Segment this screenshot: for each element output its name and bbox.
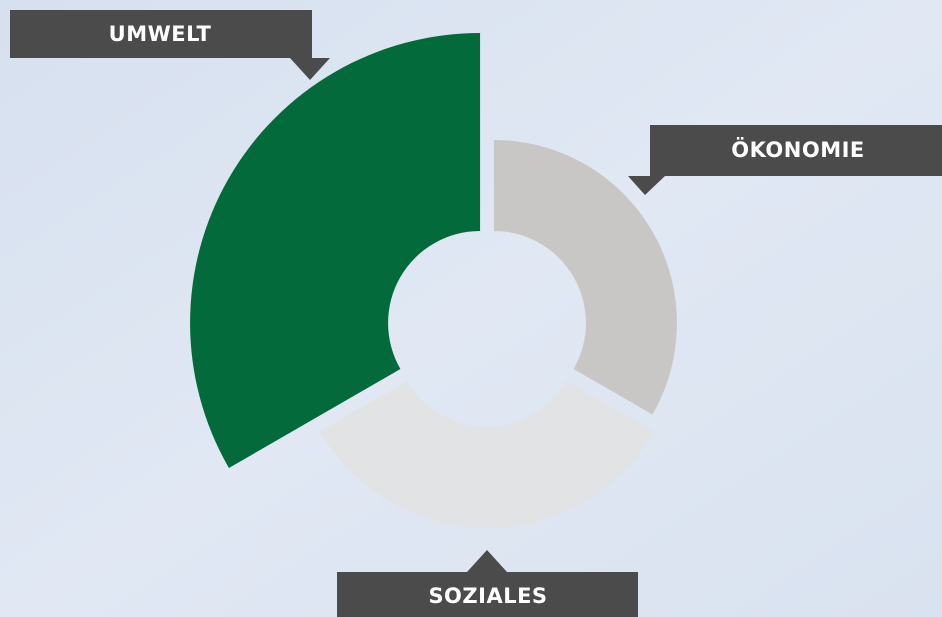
label-oekonomie: ÖKONOMIE: [628, 125, 942, 195]
label-box: [337, 550, 638, 617]
label-box: [628, 125, 942, 195]
label-soziales: SOZIALES: [337, 550, 638, 617]
segment-soziales: [319, 381, 655, 528]
label-text: ÖKONOMIE: [731, 137, 865, 162]
segment-umwelt: [190, 33, 481, 468]
label-box: [10, 10, 330, 80]
label-text: UMWELT: [109, 22, 212, 46]
ring: [190, 33, 677, 528]
label-text: SOZIALES: [428, 584, 547, 608]
label-umwelt: UMWELT: [10, 10, 330, 80]
segment-oekonomie: [493, 140, 677, 415]
